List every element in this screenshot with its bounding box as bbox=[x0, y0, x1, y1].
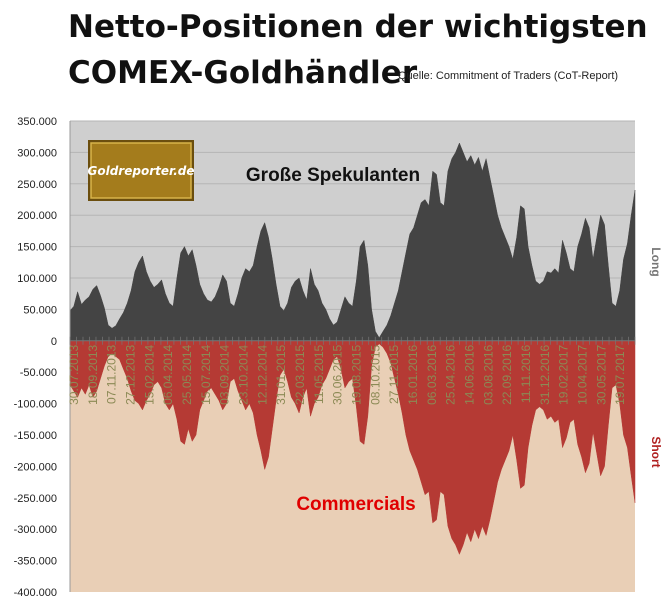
x-tick-label: 03.09.2014 bbox=[218, 344, 232, 404]
y-tick-label: 50.000 bbox=[23, 304, 57, 316]
x-tick-label: 31.01.2015 bbox=[274, 344, 288, 404]
chart-title: Netto-Positionen der wichtigsten COMEX-G… bbox=[68, 4, 648, 96]
x-tick-label: 22.03.2015 bbox=[293, 344, 307, 404]
x-tick-label: 06.03.2016 bbox=[425, 344, 439, 404]
x-tick-label: 14.06.2016 bbox=[463, 344, 477, 404]
x-tick-label: 27.12.2013 bbox=[124, 344, 138, 404]
x-tick-label: 25.04.2016 bbox=[444, 344, 458, 404]
y-tick-label: -100.000 bbox=[14, 399, 57, 411]
x-tick-label: 03.08.2016 bbox=[481, 344, 495, 404]
y-tick-label: -300.000 bbox=[14, 524, 57, 536]
x-tick-label: 30.06.2015 bbox=[331, 344, 345, 404]
x-tick-label: 19.02.2017 bbox=[557, 344, 571, 404]
series-area-commercials bbox=[69, 340, 636, 555]
y-tick-label: -150.000 bbox=[14, 430, 57, 442]
legend-long-label: Long bbox=[649, 247, 663, 276]
y-tick-label: 350.000 bbox=[17, 116, 57, 128]
logo-badge bbox=[90, 142, 192, 199]
x-tick-label: 07.11.2013 bbox=[105, 344, 119, 403]
x-tick-label: 30.05.2017 bbox=[594, 344, 608, 404]
x-tick-label: 25.05.2014 bbox=[180, 344, 194, 404]
series-label-grosse-spekulanten: Große Spekulanten bbox=[246, 165, 420, 186]
y-tick-label: -250.000 bbox=[14, 493, 57, 505]
series-label-commercials: Commercials bbox=[296, 494, 415, 515]
x-tick-label: 06.04.2014 bbox=[161, 344, 175, 404]
logo-text: Goldreporter.de bbox=[88, 164, 195, 178]
y-tick-label: 150.000 bbox=[17, 242, 57, 254]
x-tick-label: 15.07.2014 bbox=[199, 344, 213, 404]
y-tick-label: -350.000 bbox=[14, 556, 57, 568]
y-tick-label: 300.000 bbox=[17, 147, 57, 159]
x-tick-label: 16.01.2016 bbox=[406, 344, 420, 404]
x-tick-label: 19.08.2015 bbox=[350, 344, 364, 404]
y-tick-label: 0 bbox=[51, 336, 57, 348]
x-tick-label: 27.11.2015 bbox=[387, 344, 401, 403]
x-tick-label: 15.02.2014 bbox=[142, 344, 156, 404]
title-line-2: COMEX-Goldhändler bbox=[68, 55, 418, 91]
x-tick-label: 22.09.2016 bbox=[500, 344, 514, 404]
x-tick-label: 18.09.2013 bbox=[86, 344, 100, 404]
x-tick-label: 10.04.2017 bbox=[576, 344, 590, 404]
x-tick-label: 11.11.2016 bbox=[519, 344, 533, 403]
y-tick-label: -200.000 bbox=[14, 461, 57, 473]
x-tick-label: 30.07.2013 bbox=[67, 344, 81, 404]
y-tick-label: 100.000 bbox=[17, 273, 57, 285]
legend-short-label: Short bbox=[649, 436, 663, 467]
series-area-grosse-spekulanten bbox=[69, 142, 636, 342]
y-tick-label: 250.000 bbox=[17, 179, 57, 191]
y-tick-label: -50.000 bbox=[20, 367, 57, 379]
y-tick-label: -400.000 bbox=[14, 587, 57, 599]
source-note: Quelle: Commitment of Traders (CoT-Repor… bbox=[398, 70, 619, 82]
x-tick-label: 08.10.2015 bbox=[368, 344, 382, 404]
y-tick-label: 200.000 bbox=[17, 210, 57, 222]
x-tick-label: 31.12.2016 bbox=[538, 344, 552, 404]
x-tick-label: 19.07.2017 bbox=[613, 344, 627, 404]
x-tick-label: 23.10.2014 bbox=[237, 344, 251, 404]
x-tick-label: 11.05.2015 bbox=[312, 344, 326, 403]
title-line-1: Netto-Positionen der wichtigsten bbox=[68, 9, 648, 45]
x-tick-label: 12.12.2014 bbox=[255, 344, 269, 404]
